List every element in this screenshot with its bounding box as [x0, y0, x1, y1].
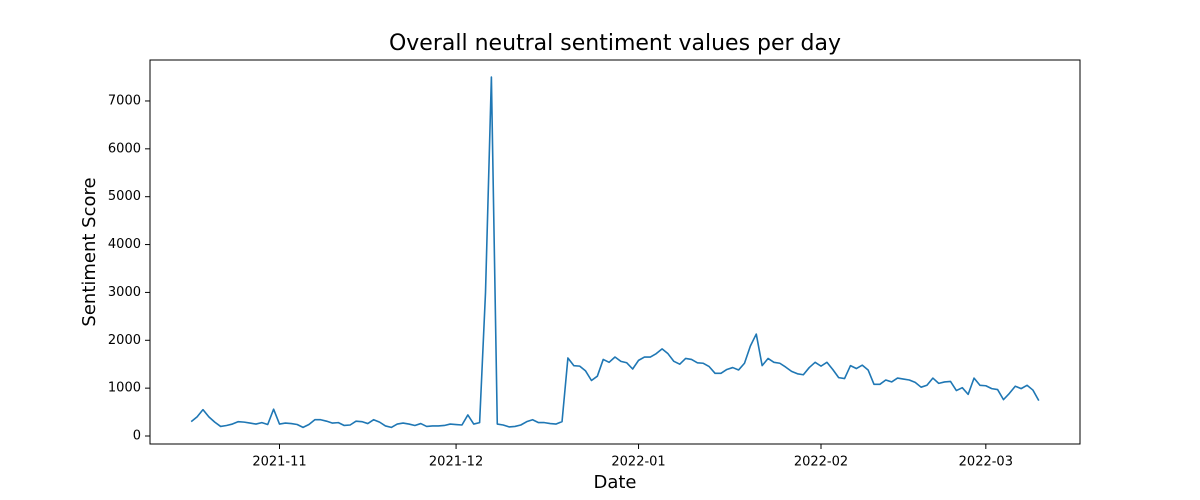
x-axis-label: Date	[593, 472, 636, 493]
y-tick-label: 6000	[108, 141, 141, 156]
y-tick-label: 3000	[108, 285, 141, 300]
x-tick-label: 2022-02	[794, 455, 848, 470]
x-tick-label: 2022-01	[611, 455, 665, 470]
chart-title: Overall neutral sentiment values per day	[389, 31, 841, 56]
y-axis-label: Sentiment Score	[79, 177, 100, 326]
line	[190, 76, 1040, 429]
y-tick-label: 1000	[108, 381, 141, 396]
y-tick-label: 5000	[108, 189, 141, 204]
x-tick-label: 2021-11	[252, 455, 306, 470]
y-tick-label: 0	[133, 429, 141, 444]
plot-frame	[149, 59, 1081, 445]
x-tick-label: 2021-12	[429, 455, 483, 470]
y-tick-label: 2000	[108, 333, 141, 348]
y-tick-label: 4000	[108, 237, 141, 252]
y-tick-label: 7000	[108, 93, 141, 108]
x-tick-label: 2022-03	[959, 455, 1013, 470]
